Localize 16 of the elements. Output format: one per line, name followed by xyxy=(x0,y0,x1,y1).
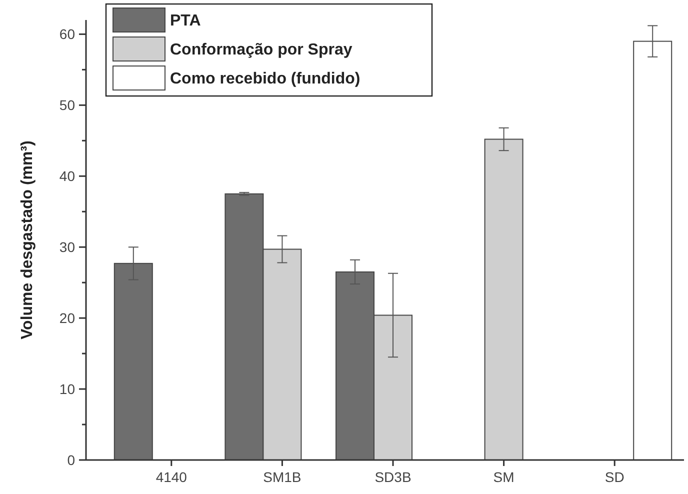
legend-label: Conformação por Spray xyxy=(170,42,352,59)
x-tick-label: SD3B xyxy=(374,469,412,485)
legend-label: PTA xyxy=(170,12,202,30)
y-tick-label: 60 xyxy=(59,26,76,42)
x-tick-label: SM1B xyxy=(263,469,302,485)
y-tick-label: 0 xyxy=(67,452,76,468)
y-tick-label: 20 xyxy=(59,310,76,326)
x-tick-label: SD xyxy=(604,469,624,485)
y-tick-label: 10 xyxy=(59,380,76,397)
y-axis-title: Volume desgastado (mm³) xyxy=(19,140,36,340)
x-tick-label: 4140 xyxy=(156,469,188,485)
y-tick-label: 40 xyxy=(59,168,76,184)
y-tick-label: 50 xyxy=(59,97,76,114)
legend-label: Como recebido (fundido) xyxy=(170,70,360,88)
x-tick-label: SM xyxy=(493,469,514,485)
y-tick-label: 30 xyxy=(59,238,76,255)
